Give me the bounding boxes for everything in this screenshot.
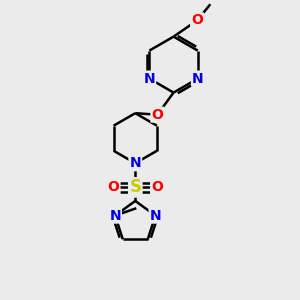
- Text: O: O: [108, 180, 119, 194]
- Text: S: S: [129, 178, 141, 196]
- Text: O: O: [152, 108, 163, 122]
- Text: O: O: [191, 14, 203, 27]
- Text: N: N: [143, 72, 155, 86]
- Text: O: O: [151, 180, 163, 194]
- Text: N: N: [130, 156, 141, 170]
- Text: N: N: [150, 208, 161, 223]
- Text: N: N: [192, 72, 204, 86]
- Text: N: N: [109, 208, 121, 223]
